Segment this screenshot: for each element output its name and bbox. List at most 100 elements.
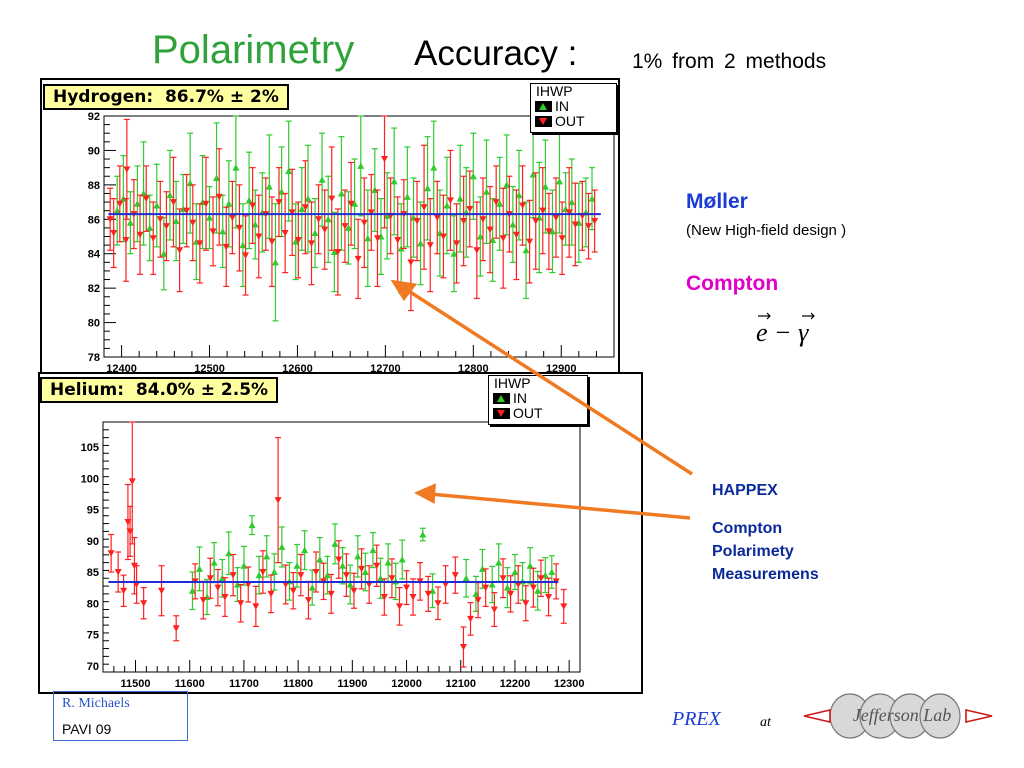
data-point-out	[453, 240, 461, 247]
y-tick-label: 86	[88, 214, 100, 226]
y-tick-label: 80	[88, 318, 100, 330]
data-point-out	[176, 247, 184, 254]
data-point-in	[509, 220, 517, 228]
data-point-out	[172, 625, 180, 632]
data-point-in	[126, 219, 134, 226]
data-point-in	[450, 250, 458, 257]
data-point-out	[268, 238, 276, 246]
data-point-out	[446, 197, 454, 204]
data-point-out	[244, 581, 252, 588]
in-marker-icon	[493, 393, 510, 404]
data-point-out	[571, 221, 579, 228]
out-marker-icon	[535, 116, 552, 127]
data-point-out	[140, 600, 148, 607]
data-point-in	[419, 531, 427, 538]
data-point-out	[288, 209, 296, 216]
data-point-out	[360, 219, 368, 227]
data-point-out	[328, 195, 336, 203]
data-point-out	[128, 478, 136, 485]
helium-chart: 70 75 80 85 90 95 100 105 11500 11600 11700 11800 11…	[81, 421, 585, 690]
data-point-out	[335, 556, 343, 563]
y-tick-label: 84	[88, 249, 101, 261]
data-point-out	[110, 230, 118, 237]
data-point-out	[433, 214, 441, 222]
data-point-in	[292, 238, 300, 245]
data-point-in	[462, 574, 470, 582]
hydrogen-plot-frame: 78 80 82 84 86 88 90 92 12400 12500 12600 12700 1280…	[40, 78, 620, 374]
jefferson-lab-logo-text: Jefferson Lab	[852, 705, 952, 725]
data-point-out	[255, 233, 263, 240]
data-point-out	[424, 590, 432, 598]
data-point-in	[588, 195, 596, 202]
y-tick-label: 82	[88, 283, 100, 295]
hydrogen-legend-in: IN	[555, 98, 569, 114]
author-box	[53, 691, 188, 741]
data-point-out	[380, 594, 388, 601]
x-tick-label: 12500	[194, 363, 225, 372]
helium-legend-in: IN	[513, 390, 527, 406]
data-point-in	[354, 552, 362, 560]
vector-arrow-e-head	[766, 312, 771, 320]
x-tick-label: 12800	[458, 363, 489, 372]
data-point-out	[156, 216, 164, 223]
data-point-in	[233, 581, 241, 588]
data-point-out	[259, 569, 267, 576]
y-tick-label: 105	[81, 442, 99, 454]
data-point-in	[225, 200, 233, 207]
arrow-to-hydrogen	[403, 286, 693, 476]
data-point-out	[358, 565, 366, 573]
data-point-in	[323, 571, 331, 579]
data-point-out	[532, 218, 540, 225]
y-tick-label: 90	[88, 145, 100, 157]
y-tick-label: 85	[87, 567, 99, 579]
data-point-out	[460, 218, 468, 225]
helium-label: Helium: 84.0% ± 2.5%	[40, 377, 279, 403]
data-point-out	[312, 569, 320, 576]
data-point-out	[229, 572, 237, 579]
data-point-out	[394, 236, 402, 244]
data-point-in	[160, 250, 168, 257]
data-point-out	[304, 597, 312, 604]
data-point-out	[199, 597, 207, 604]
y-tick-label: 100	[81, 473, 99, 485]
data-point-in	[304, 195, 312, 202]
data-point-in	[113, 207, 121, 214]
data-point-in	[398, 556, 406, 563]
data-point-out	[122, 236, 130, 244]
data-point-out	[347, 200, 355, 208]
helium-plot-frame: 70 75 80 85 90 95 100 105 11500 11600 11700 11800 11…	[38, 372, 643, 694]
data-point-in	[548, 227, 556, 235]
data-point-out	[585, 223, 592, 230]
data-point-out	[142, 195, 150, 203]
data-point-out	[206, 575, 214, 582]
compton-formula: e − γ	[756, 318, 808, 348]
data-point-out	[297, 572, 305, 579]
x-tick-label: 11700	[229, 678, 259, 690]
data-point-out	[407, 259, 415, 266]
x-tick-label: 12300	[554, 678, 585, 690]
data-point-in	[390, 177, 398, 185]
data-point-out	[482, 584, 490, 592]
x-tick-label: 12200	[500, 678, 531, 690]
data-point-out	[409, 594, 417, 601]
x-tick-label: 11900	[337, 678, 367, 690]
data-point-in	[495, 559, 503, 566]
data-point-out	[222, 243, 230, 251]
data-point-out	[365, 581, 373, 588]
data-point-in	[344, 224, 352, 231]
data-point-out	[315, 216, 323, 223]
data-point-out	[459, 644, 467, 651]
data-point-in	[346, 581, 354, 588]
data-point-in	[330, 248, 338, 255]
plot-area	[102, 421, 581, 673]
data-point-out	[565, 209, 573, 216]
data-point-out	[281, 230, 289, 237]
arrow-to-helium-head	[413, 483, 436, 504]
moller-title: Møller	[686, 190, 748, 213]
hydrogen-chart: 78 80 82 84 86 88 90 92 12400 12500 12600 12700 1280…	[88, 111, 615, 372]
data-point-out	[308, 240, 316, 247]
data-point-out	[189, 219, 197, 227]
data-point-out	[537, 575, 545, 582]
data-point-out	[334, 248, 342, 256]
data-point-out	[214, 584, 222, 592]
